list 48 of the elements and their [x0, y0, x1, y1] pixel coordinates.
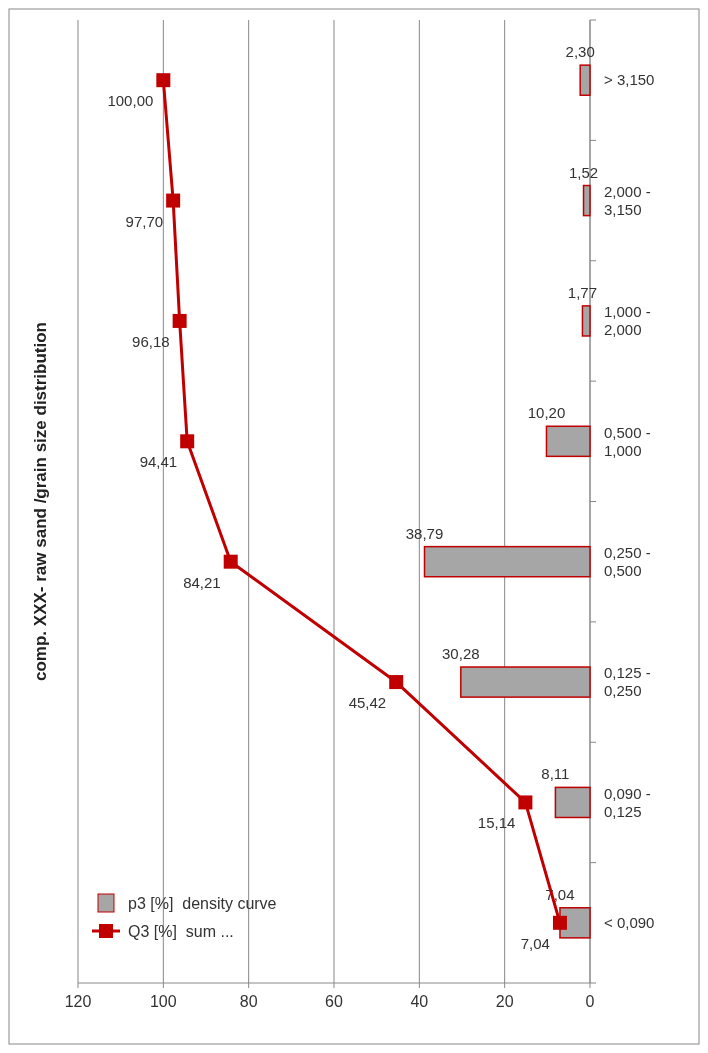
point — [166, 193, 181, 208]
point — [389, 675, 404, 690]
data-label: 1,52 — [568, 163, 599, 181]
bar — [554, 786, 591, 819]
bar — [581, 305, 591, 337]
data-label: 84,21 — [183, 573, 221, 591]
data-label: 97,70 — [125, 212, 164, 230]
point — [180, 434, 195, 449]
point — [223, 554, 238, 569]
x-tick-label: 40 — [410, 993, 429, 1010]
x-tick-label: 80 — [239, 993, 258, 1010]
data-label: 7,04 — [520, 934, 550, 952]
bar — [545, 425, 591, 458]
data-label: 96,18 — [132, 332, 170, 350]
data-label: 94,41 — [139, 453, 178, 471]
text: comp. XXX- raw sand /grain size distribution — [31, 322, 50, 681]
point — [172, 313, 187, 328]
y-tick-label: 0,125 - 0,250 — [604, 664, 651, 700]
y-tick-label: 0,250 - 0,500 — [604, 543, 651, 579]
x-tick-label: 20 — [495, 993, 514, 1010]
bar — [582, 184, 591, 217]
point — [518, 795, 533, 810]
bar — [423, 545, 591, 578]
data-label: 1,77 — [567, 283, 598, 301]
x-tick-label: 0 — [585, 993, 595, 1010]
data-label: 8,11 — [541, 765, 570, 783]
y-tick-label: 0,090 - 0,125 — [604, 784, 651, 820]
point — [156, 73, 171, 88]
bar — [579, 64, 591, 96]
data-label: 30,28 — [442, 645, 480, 663]
x-tick-label: 100 — [149, 993, 177, 1010]
y-tick-label: 2,000 - 3,150 — [604, 182, 651, 218]
data-label: 2,30 — [565, 43, 595, 61]
data-label: 100,00 — [107, 92, 154, 110]
bar — [460, 666, 591, 698]
data-label: 10,20 — [527, 404, 566, 422]
x-tick-label: 60 — [325, 993, 343, 1010]
data-label: 45,42 — [348, 694, 387, 712]
legend-label: Q3 [%] sum ... — [128, 922, 234, 940]
y-tick-label: > 3,150 — [604, 71, 655, 89]
y-tick-label: < 0,090 — [604, 914, 655, 932]
data-label: 38,79 — [405, 524, 444, 542]
y-tick-label: 1,000 - 2,000 — [604, 303, 651, 339]
data-label: 15,14 — [477, 814, 516, 832]
legend-label: p3 [%] density curve — [128, 894, 277, 912]
y-tick-label: 0,500 - 1,000 — [604, 423, 651, 459]
point — [552, 915, 567, 930]
x-tick-label: 120 — [64, 993, 92, 1010]
